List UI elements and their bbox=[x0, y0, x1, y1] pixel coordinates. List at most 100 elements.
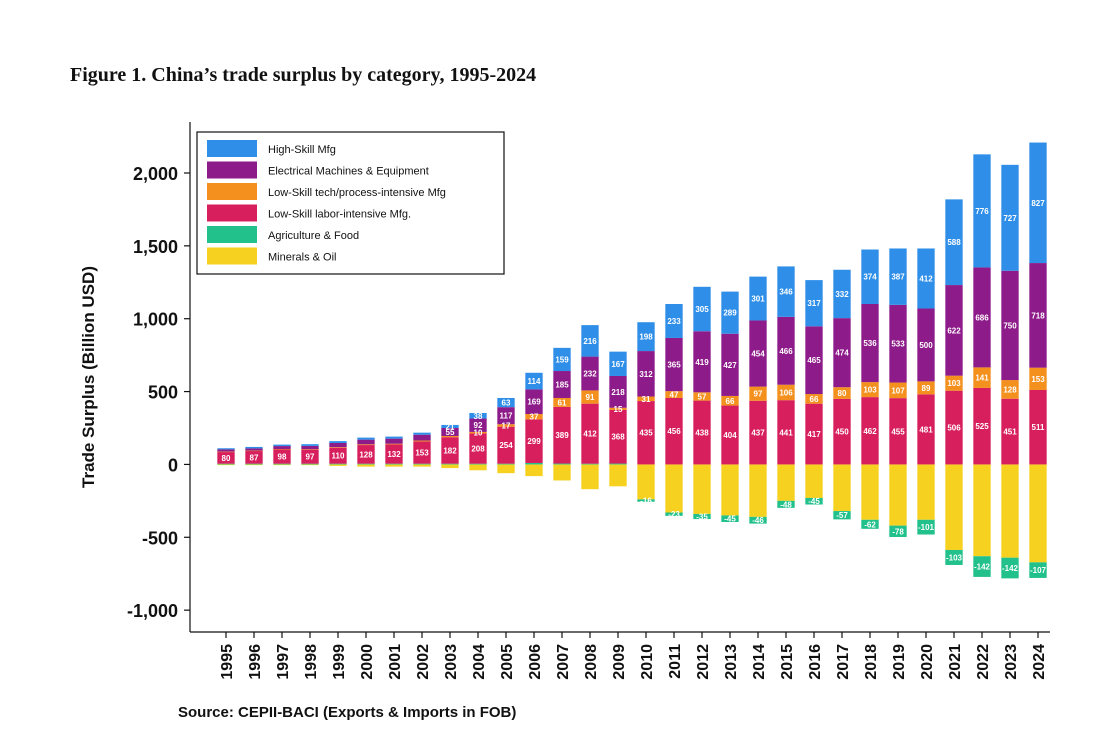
bar-segment bbox=[777, 464, 795, 501]
bar-segment bbox=[329, 443, 347, 448]
bar-value-label: 159 bbox=[555, 355, 569, 364]
bar-segment bbox=[637, 396, 655, 402]
bar-value-label: -45 bbox=[808, 497, 820, 506]
bar-segment bbox=[721, 464, 739, 516]
bar-value-label: 455 bbox=[891, 427, 905, 436]
bar-segment bbox=[973, 267, 991, 368]
x-tick-label: 1997 bbox=[275, 644, 292, 680]
bar-segment bbox=[945, 285, 963, 376]
bar-value-label: 451 bbox=[1003, 428, 1017, 437]
x-tick-label: 2006 bbox=[527, 644, 544, 680]
bar-segment bbox=[217, 463, 235, 465]
legend-label: Agriculture & Food bbox=[268, 230, 359, 242]
bar-segment bbox=[917, 381, 935, 395]
bar-value-label: 427 bbox=[723, 361, 737, 370]
bar-segment bbox=[805, 326, 823, 395]
figure-title: Figure 1. China’s trade surplus by categ… bbox=[70, 64, 537, 86]
bar-value-label: 97 bbox=[754, 390, 763, 399]
bar-value-label: 182 bbox=[443, 446, 457, 455]
bar-segment bbox=[441, 436, 459, 438]
bar-value-label: 106 bbox=[779, 388, 793, 397]
bar-segment bbox=[973, 556, 991, 577]
bar-value-label: 506 bbox=[947, 424, 961, 433]
legend-swatch bbox=[207, 140, 257, 157]
bar-value-label: 412 bbox=[583, 430, 597, 439]
bar-segment bbox=[805, 464, 823, 498]
bar-segment bbox=[609, 375, 627, 408]
bar-segment bbox=[581, 464, 599, 490]
bar-segment bbox=[721, 515, 739, 522]
x-tick-label: 2001 bbox=[387, 644, 404, 680]
bar-segment bbox=[273, 444, 291, 447]
bar-segment bbox=[637, 322, 655, 352]
bar-value-label: -45 bbox=[724, 515, 736, 524]
bar-segment bbox=[301, 449, 319, 450]
bar-value-label: 750 bbox=[1003, 321, 1017, 330]
y-tick-label: 1,500 bbox=[133, 237, 178, 257]
x-tick-label: 2005 bbox=[499, 644, 516, 680]
bar-segment bbox=[469, 412, 487, 419]
bar-value-label: -57 bbox=[836, 511, 848, 520]
x-tick-label: 2008 bbox=[583, 644, 600, 680]
bar-value-label: 438 bbox=[695, 429, 709, 438]
bar-segment bbox=[329, 441, 347, 444]
legend-swatch bbox=[207, 247, 257, 265]
bar-value-label: 332 bbox=[835, 290, 849, 299]
bar-segment bbox=[385, 463, 403, 465]
legend-label: Electrical Machines & Equipment bbox=[268, 166, 429, 178]
bar-value-label: 419 bbox=[695, 358, 709, 367]
bar-segment bbox=[693, 400, 711, 465]
bar-segment bbox=[357, 437, 375, 440]
bar-segment bbox=[861, 519, 879, 529]
bar-segment bbox=[1029, 464, 1047, 563]
bar-segment bbox=[357, 463, 375, 465]
x-tick-label: 1996 bbox=[247, 644, 264, 680]
bar-segment bbox=[329, 463, 347, 465]
bar-value-label: 456 bbox=[667, 427, 681, 436]
bar-segment bbox=[553, 371, 571, 398]
bar-segment bbox=[665, 337, 683, 392]
bar-segment bbox=[721, 395, 739, 406]
bar-segment bbox=[273, 448, 291, 450]
bar-segment bbox=[1029, 263, 1047, 368]
bar-segment bbox=[889, 382, 907, 399]
bar-segment bbox=[777, 316, 795, 385]
bar-value-label: 10 bbox=[474, 429, 483, 438]
bar-segment bbox=[917, 394, 935, 465]
bar-segment bbox=[917, 308, 935, 382]
bar-segment bbox=[889, 525, 907, 537]
bar-segment bbox=[301, 449, 319, 464]
bar-segment bbox=[889, 304, 907, 383]
bar-value-label: 110 bbox=[332, 452, 345, 461]
x-tick-label: 2000 bbox=[359, 644, 376, 680]
x-tick-label: 2020 bbox=[919, 644, 936, 680]
bar-segment bbox=[833, 398, 851, 465]
bar-value-label: 97 bbox=[306, 453, 315, 462]
legend-label: High-Skill Mfg bbox=[268, 144, 336, 156]
bar-segment bbox=[469, 418, 487, 432]
bar-segment bbox=[413, 440, 431, 442]
bar-value-label: 15 bbox=[614, 405, 623, 414]
bar-segment bbox=[301, 463, 319, 465]
bar-segment bbox=[721, 333, 739, 396]
bar-segment bbox=[217, 449, 235, 452]
bar-segment bbox=[721, 405, 739, 465]
bar-segment bbox=[329, 447, 347, 448]
x-tick-label: 2009 bbox=[611, 644, 628, 680]
x-ticks: 1995 1996 1997 1998 1999 2000 2001 2002 2003 2004… bbox=[219, 632, 1048, 680]
bar-segment bbox=[833, 269, 851, 319]
bar-segment bbox=[245, 451, 263, 464]
bar-segment bbox=[749, 320, 767, 387]
bar-segment bbox=[945, 390, 963, 465]
bar-value-label: 511 bbox=[1032, 423, 1045, 432]
bar-value-label: -16 bbox=[640, 497, 652, 506]
x-tick-label: 2019 bbox=[891, 644, 908, 680]
bar-segment bbox=[973, 367, 991, 388]
bar-segment bbox=[553, 406, 571, 464]
bar-segment bbox=[805, 497, 823, 505]
bar-segment bbox=[581, 463, 599, 465]
bar-value-label: 103 bbox=[863, 386, 877, 395]
bar-value-label: -23 bbox=[668, 510, 680, 519]
x-tick-label: 2024 bbox=[1031, 644, 1048, 680]
bar-segment bbox=[945, 464, 963, 550]
